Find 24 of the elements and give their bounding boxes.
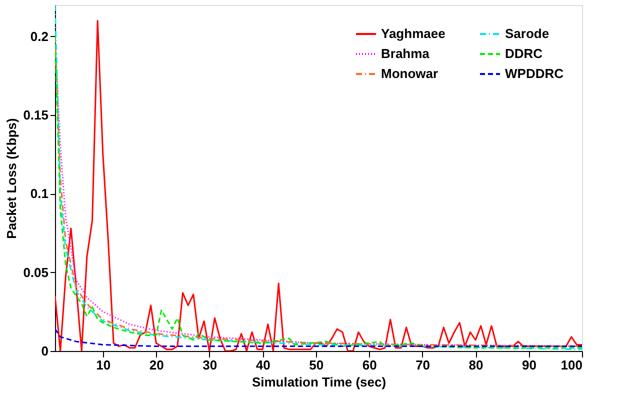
line-series (55, 328, 582, 348)
legend-label: DDRC (505, 46, 544, 61)
y-tick-label: 0.2 (30, 28, 48, 44)
x-tick-label: 90 (522, 358, 536, 372)
y-tick-label: 0 (41, 344, 48, 358)
legend-label: Monowar (381, 66, 438, 81)
legend-label: Yaghmaee (381, 26, 446, 41)
legend-label: Brahma (381, 46, 430, 61)
x-tick-label: 20 (149, 358, 164, 372)
x-tick-label: 60 (362, 358, 377, 372)
x-tick-label: 80 (468, 358, 484, 372)
y-axis-title: Packet Loss (Kbps) (4, 118, 20, 239)
y-tick-label: 0.05 (23, 264, 48, 280)
y-tick-label: 0.1 (30, 186, 48, 202)
x-tick-label: 100 (560, 358, 582, 372)
y-tick-label: 0.15 (23, 108, 48, 123)
x-tick-label: 70 (416, 358, 430, 372)
legend-label: Sarode (505, 26, 550, 41)
legend-label: WPDDRC (505, 66, 564, 81)
x-tick-label: 10 (96, 358, 111, 372)
x-tick-label: 40 (256, 358, 270, 372)
x-tick-label: 30 (202, 358, 218, 372)
x-axis-title: Simulation Time (sec) (252, 374, 386, 390)
x-tick-label: 50 (309, 358, 324, 372)
